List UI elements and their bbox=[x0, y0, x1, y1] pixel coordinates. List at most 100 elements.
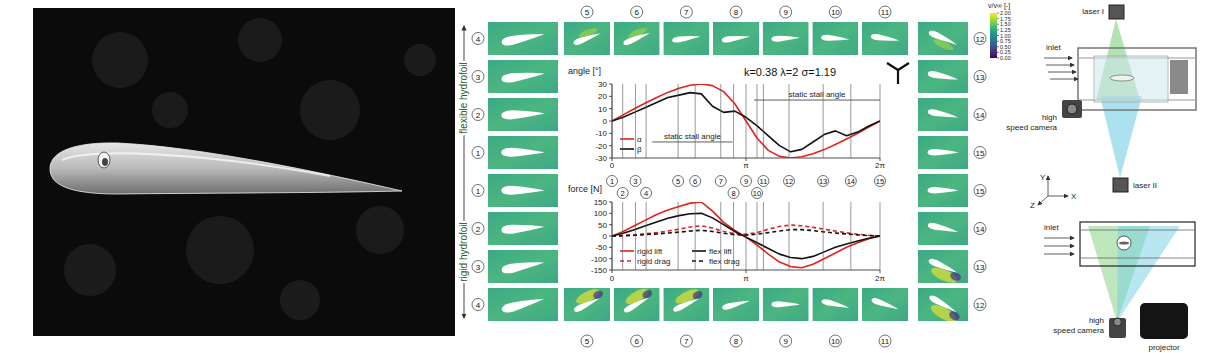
phase-circle bbox=[641, 188, 652, 199]
frame-foil bbox=[927, 70, 959, 83]
flow-field-frame bbox=[488, 60, 558, 93]
axis-arrow bbox=[1048, 176, 1049, 196]
phase-line bbox=[733, 84, 734, 158]
side-label: flexible hydrofoil bbox=[458, 62, 469, 134]
camera-lens bbox=[1114, 318, 1122, 326]
legend-label: rigid drag bbox=[637, 257, 670, 266]
y-tick-label: 20 bbox=[598, 92, 607, 101]
frame-foil bbox=[721, 33, 750, 43]
frame-number: 12 bbox=[976, 35, 985, 44]
axis-letter: Z bbox=[1030, 201, 1035, 210]
legend-swatch bbox=[620, 138, 634, 140]
frame-background bbox=[918, 22, 968, 55]
frame-background bbox=[862, 288, 908, 321]
y-tick bbox=[609, 270, 612, 271]
y-tick-label: -150 bbox=[591, 266, 608, 275]
phase-line bbox=[850, 84, 851, 158]
frame-number-circle bbox=[472, 223, 484, 235]
frame-foil-group bbox=[672, 33, 701, 43]
frame-foil bbox=[623, 295, 651, 314]
laser bbox=[1109, 5, 1124, 19]
hydrofoil-model bbox=[1117, 236, 1131, 250]
phase-circle bbox=[630, 176, 641, 187]
phase-line bbox=[635, 84, 636, 158]
frame-foil-group bbox=[821, 34, 850, 42]
phase-label: 7 bbox=[719, 177, 723, 186]
colorbar-tick bbox=[997, 29, 999, 30]
frame-number-circle bbox=[974, 147, 986, 159]
axis-letter: X bbox=[1071, 192, 1077, 201]
legend-swatch bbox=[620, 148, 634, 150]
phase-line bbox=[646, 84, 647, 158]
bokeh bbox=[356, 206, 404, 254]
frame-number: 11 bbox=[881, 8, 890, 17]
frame-number: 5 bbox=[585, 337, 590, 346]
frame-foil bbox=[928, 149, 959, 155]
phase-line bbox=[695, 84, 696, 158]
setup-schematic: laser Iinlethighspeed cameralaser IIYZXi… bbox=[1006, 5, 1196, 352]
stall-line bbox=[754, 100, 880, 101]
frame-number-circle bbox=[581, 335, 593, 347]
frame-foil bbox=[870, 33, 899, 43]
frame-foil bbox=[927, 222, 959, 235]
flow-field-frame bbox=[918, 174, 968, 207]
phase-circle bbox=[875, 176, 886, 187]
frame-number: 10 bbox=[831, 8, 840, 17]
frame-foil-group bbox=[721, 33, 750, 43]
frame-foil-group bbox=[771, 35, 800, 42]
hydrofoil-section bbox=[1119, 242, 1129, 245]
flow-field-frame bbox=[918, 22, 968, 55]
frame-foil-group bbox=[501, 30, 545, 47]
chart-1: -150-100-500501001500π2πforce [N]rigid l… bbox=[568, 184, 885, 283]
frame-foil-group bbox=[501, 294, 545, 314]
phase-label: 1 bbox=[610, 177, 614, 186]
frame-number: 15 bbox=[976, 187, 985, 196]
setup-label: high bbox=[1089, 316, 1104, 325]
frame-foil-group bbox=[924, 257, 964, 283]
y-tick-label: 30 bbox=[598, 80, 607, 89]
phase-circle bbox=[617, 188, 628, 199]
flow-field-frame bbox=[663, 288, 709, 321]
frame-foil bbox=[501, 294, 545, 314]
frame-foil-group bbox=[501, 258, 545, 275]
frame-background bbox=[713, 22, 759, 55]
y-tick-label: -30 bbox=[595, 154, 607, 163]
setup-label: high bbox=[1042, 113, 1057, 122]
camera bbox=[1062, 100, 1082, 118]
y-tick-label: 0 bbox=[603, 117, 608, 126]
y-tick bbox=[609, 236, 612, 237]
flow-field-frame bbox=[614, 22, 660, 55]
flow-field-frame bbox=[564, 288, 610, 321]
phase-label: 12 bbox=[785, 177, 793, 186]
frame-number-circle bbox=[472, 185, 484, 197]
phase-line bbox=[823, 84, 824, 158]
flow-field-frame bbox=[614, 288, 660, 321]
frame-number-circle bbox=[680, 6, 692, 18]
hydrofoil-model bbox=[1110, 75, 1134, 81]
axis-title: angle [°] bbox=[568, 66, 601, 76]
phase-circle bbox=[758, 176, 769, 187]
frame-background bbox=[488, 22, 558, 55]
y-tick-label: -10 bbox=[595, 129, 607, 138]
phase-circle bbox=[741, 176, 752, 187]
y-tick bbox=[609, 247, 612, 248]
flow-arrow bbox=[1050, 79, 1078, 80]
frame-foil-group bbox=[620, 25, 651, 46]
y-tick-label: 50 bbox=[598, 221, 607, 230]
frame-number: 4 bbox=[476, 35, 481, 44]
frame-foil-group bbox=[501, 222, 545, 235]
frame-background bbox=[488, 288, 558, 321]
flow-field-frame bbox=[763, 22, 809, 55]
y-tick bbox=[609, 108, 612, 109]
frame-background bbox=[488, 250, 558, 283]
frame-background bbox=[918, 60, 968, 93]
colorbar-tick bbox=[997, 46, 999, 47]
phase-line bbox=[622, 202, 623, 270]
flow-field-frame bbox=[862, 22, 908, 55]
tunnel-frame bbox=[1078, 48, 1196, 110]
bokeh bbox=[186, 216, 254, 284]
frame-number: 8 bbox=[734, 337, 739, 346]
flow-field-frame bbox=[713, 288, 759, 321]
frame-background bbox=[918, 98, 968, 131]
bokeh bbox=[64, 244, 116, 296]
